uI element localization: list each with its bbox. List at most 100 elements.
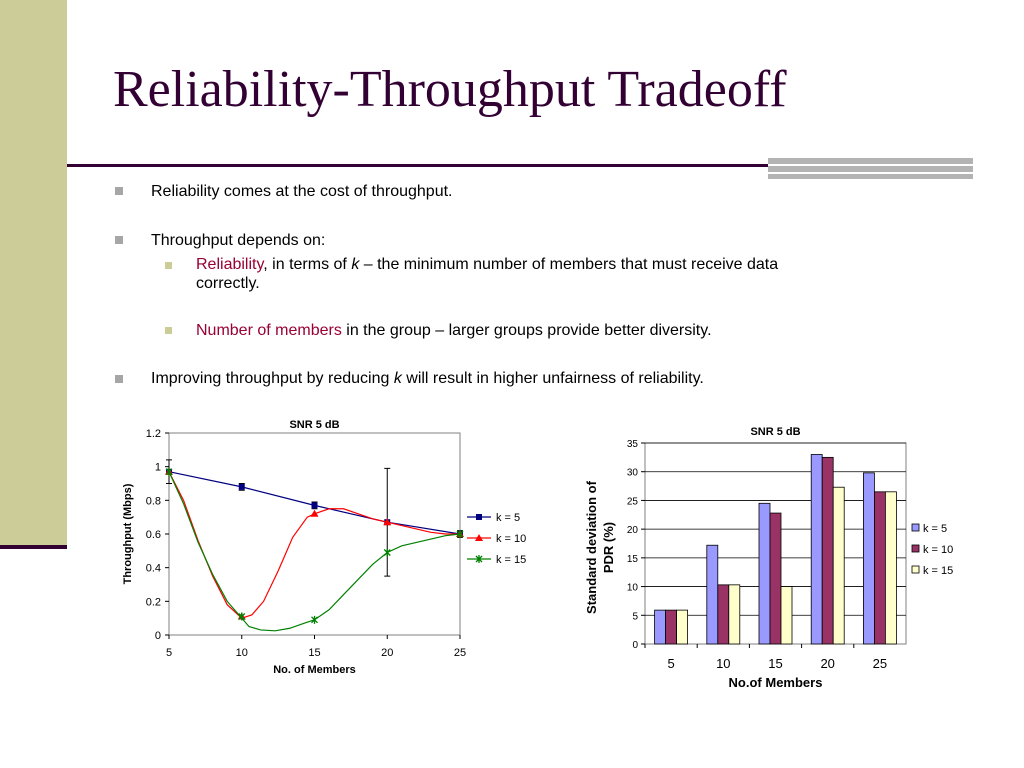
bar [728, 584, 741, 645]
bullet-marker [115, 236, 123, 244]
bullet-3-text-a: Improving throughput by reducing [151, 370, 394, 387]
left-decor-rule [0, 545, 67, 549]
series-line [168, 471, 461, 632]
title-decor-bars [768, 158, 973, 179]
y-axis-label-line: Standard deviation of [584, 480, 599, 614]
k-variable: k [351, 256, 360, 273]
data-point [311, 615, 318, 624]
x-tick-label: 20 [820, 656, 834, 671]
x-tick-label: 10 [716, 656, 730, 671]
bar [832, 486, 845, 645]
legend-label: k = 10 [923, 544, 953, 556]
y-tick-label: 1 [155, 462, 161, 474]
bar [821, 456, 834, 645]
plot-area [168, 432, 461, 636]
legend-label: k = 5 [496, 512, 520, 524]
left-decor-band [0, 0, 67, 545]
chart-title: SNR 5 dB [750, 426, 800, 438]
legend-swatch [911, 523, 920, 532]
k-variable: k [393, 370, 402, 387]
data-point [238, 483, 245, 490]
series-3: k = 15 [165, 467, 526, 632]
x-axis-label: No. of Members [273, 664, 356, 676]
y-tick-label: 10 [627, 583, 639, 594]
data-point [383, 518, 392, 526]
sub-bullet-1-text-b: – the minimum number of members that mus… [359, 256, 779, 273]
legend-label: k = 15 [496, 554, 526, 566]
title-rule [67, 164, 973, 167]
data-point [310, 509, 319, 517]
bullet-marker [115, 187, 123, 195]
x-tick-label: 20 [381, 647, 393, 659]
y-tick-label: 0.6 [146, 529, 161, 541]
legend-label: k = 15 [923, 565, 953, 577]
bar [665, 609, 677, 645]
data-point [456, 530, 464, 538]
bar [758, 502, 771, 645]
pdr-bar-chart: SNR 5 dB 0 5 10 15 20 25 30 35 5 10 15 20 25 No.of Mem… [584, 426, 953, 690]
x-tick-label: 5 [667, 656, 674, 671]
bar [884, 491, 897, 645]
y-tick-label: 1.2 [146, 428, 161, 440]
bar [780, 586, 793, 645]
legend-label: k = 5 [923, 523, 947, 535]
bullet-1: Reliability comes at the cost of through… [151, 183, 453, 200]
y-axis-label-line: PDR (%) [601, 522, 616, 573]
x-axis-label: No.of Members [729, 675, 823, 690]
bullet-marker [115, 375, 123, 383]
series-2: k = 10 [165, 467, 526, 620]
y-axis-label: Throughput (Mbps) [122, 483, 134, 584]
sub-bullet-1-text-a: , in terms of [263, 256, 352, 273]
legend-marker [476, 514, 482, 520]
data-point [311, 502, 318, 509]
bar [810, 454, 823, 645]
x-tick-label: 5 [166, 647, 172, 659]
sub-bullet-2: Number of members in the group – larger … [196, 321, 712, 340]
highlight-reliability: Reliability [196, 256, 264, 273]
y-tick-label: 20 [627, 525, 639, 536]
bar [654, 609, 666, 645]
y-tick-label: 0.4 [146, 563, 161, 575]
x-tick-label: 15 [768, 656, 782, 671]
sub-bullet-marker [165, 327, 172, 334]
legend-label: k = 10 [496, 533, 526, 545]
data-point [238, 612, 246, 621]
bar [769, 512, 782, 645]
series-line [168, 471, 460, 619]
y-tick-label: 5 [632, 611, 638, 622]
slide-title: Reliability-Throughput Tradeoff [113, 61, 787, 118]
bar [706, 544, 719, 645]
legend-marker [475, 534, 483, 541]
y-axis-label: Standard deviation of PDR (%) [584, 480, 616, 614]
sub-bullet-marker [165, 262, 172, 269]
bar [862, 472, 875, 645]
x-tick-label: 25 [873, 656, 887, 671]
bar [717, 584, 730, 645]
sub-bullet-1: Reliability, in terms of k – the minimum… [196, 255, 778, 274]
legend-swatch [911, 544, 920, 553]
y-tick-label: 30 [627, 468, 639, 479]
y-tick-label: 25 [627, 496, 639, 507]
bullet-3-text-b: will result in higher unfairness of reli… [401, 370, 704, 387]
x-tick-label: 15 [308, 647, 320, 659]
y-tick-label: 35 [627, 439, 639, 450]
y-tick-label: 15 [627, 554, 639, 565]
bullet-3: Improving throughput by reducing k will … [151, 369, 704, 388]
sub-bullet-2-text: in the group – larger groups provide bet… [341, 322, 712, 339]
sub-bullet-1-continuation: correctly. [196, 275, 260, 292]
legend-marker [475, 555, 483, 563]
y-tick-label: 0.8 [146, 495, 161, 507]
y-tick-label: 0 [155, 630, 161, 642]
data-point [165, 467, 173, 476]
y-tick-label: 0.2 [146, 596, 161, 608]
data-point [383, 548, 391, 557]
x-tick-label: 25 [454, 647, 466, 659]
bar [676, 609, 688, 645]
bullet-2: Throughput depends on: [151, 232, 326, 249]
x-tick-label: 10 [236, 647, 248, 659]
chart-title: SNR 5 dB [289, 419, 339, 431]
legend-swatch [911, 565, 920, 574]
y-tick-label: 0 [632, 640, 638, 651]
bar [873, 491, 886, 645]
throughput-line-chart: SNR 5 dB 0 0.2 0.4 0.6 0.8 1 1.2 5 10 15 20 25 No. of… [122, 419, 526, 676]
